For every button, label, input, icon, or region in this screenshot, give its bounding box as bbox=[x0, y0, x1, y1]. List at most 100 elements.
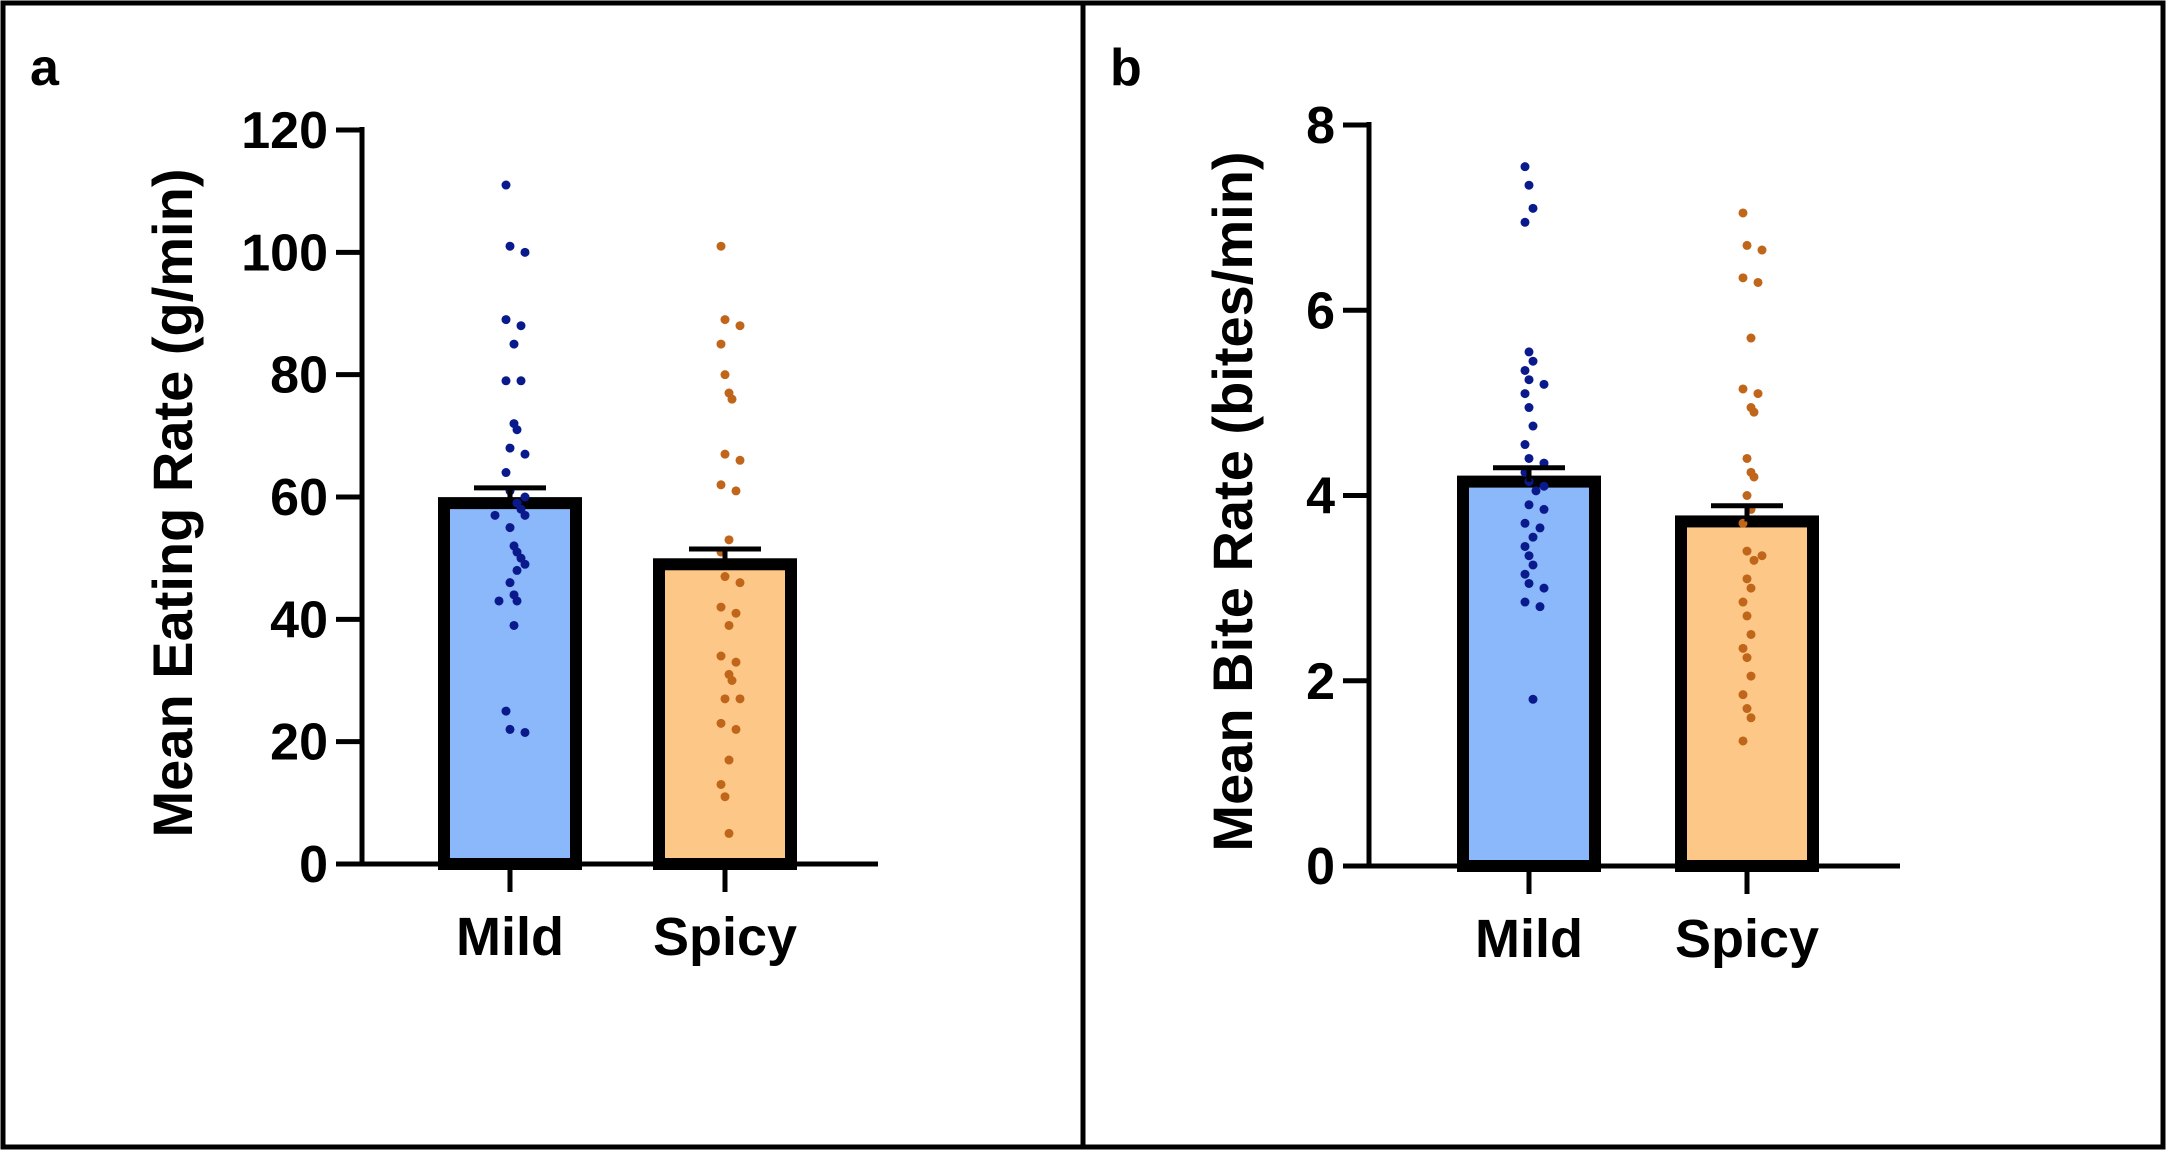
data-point-spicy bbox=[1749, 555, 1759, 565]
data-point-mild bbox=[1539, 504, 1549, 514]
data-point-spicy bbox=[1742, 453, 1752, 463]
x-tick-label-spicy: Spicy bbox=[1675, 909, 1819, 969]
data-point-mild bbox=[505, 578, 515, 588]
data-point-mild bbox=[1539, 481, 1549, 491]
x-tick-label-mild: Mild bbox=[1475, 909, 1583, 969]
y-tick-label: 8 bbox=[1306, 97, 1335, 155]
data-point-spicy bbox=[716, 779, 726, 789]
data-point-spicy bbox=[1746, 629, 1756, 639]
data-point-mild bbox=[520, 510, 530, 520]
data-point-mild bbox=[1520, 440, 1530, 450]
bar-mild bbox=[438, 497, 582, 870]
data-point-spicy bbox=[716, 718, 726, 728]
data-point-mild bbox=[1524, 347, 1534, 357]
data-point-spicy bbox=[1753, 389, 1763, 399]
data-point-spicy bbox=[1753, 277, 1763, 287]
data-point-mild bbox=[1539, 583, 1549, 593]
data-point-mild bbox=[1535, 523, 1545, 533]
data-point-mild bbox=[1539, 379, 1549, 389]
data-point-spicy bbox=[731, 608, 741, 618]
data-point-mild bbox=[1524, 403, 1534, 413]
data-point-spicy bbox=[731, 724, 741, 734]
y-axis-label: Mean Eating Rate (g/min) bbox=[141, 169, 204, 838]
data-point-spicy bbox=[1742, 704, 1752, 714]
data-point-mild bbox=[512, 425, 522, 435]
data-point-mild bbox=[1520, 569, 1530, 579]
data-point-mild bbox=[490, 510, 500, 520]
data-point-mild bbox=[1528, 560, 1538, 570]
data-point-spicy bbox=[727, 394, 737, 404]
bar-spicy bbox=[653, 558, 797, 870]
data-point-mild bbox=[1520, 597, 1530, 607]
data-point-spicy bbox=[720, 370, 730, 380]
data-point-mild bbox=[1520, 541, 1530, 551]
data-point-mild bbox=[505, 241, 515, 251]
data-point-spicy bbox=[1738, 208, 1748, 218]
data-point-mild bbox=[1528, 694, 1538, 704]
data-point-mild bbox=[501, 706, 511, 716]
y-tick-label: 40 bbox=[270, 591, 328, 649]
data-point-spicy bbox=[716, 602, 726, 612]
y-tick-label: 20 bbox=[270, 714, 328, 772]
panel-b-letter: b bbox=[1110, 39, 1142, 97]
chart-panel-a: 0 20 40 60 80 100 120 Mild Spicy Mean Eating Rate… bbox=[141, 102, 878, 967]
chart-panel-b: 0 2 4 6 8 Mild Spicy Mean Bite Rate (bites/min) bbox=[1201, 97, 1900, 969]
data-point-mild bbox=[520, 492, 530, 502]
data-point-mild bbox=[501, 180, 511, 190]
data-point-spicy bbox=[724, 755, 734, 765]
data-point-mild bbox=[505, 443, 515, 453]
data-point-spicy bbox=[720, 694, 730, 704]
data-point-spicy bbox=[720, 315, 730, 325]
data-point-mild bbox=[1528, 203, 1538, 213]
data-point-spicy bbox=[727, 676, 737, 685]
x-tick-label-spicy: Spicy bbox=[653, 907, 797, 967]
data-point-mild bbox=[1520, 389, 1530, 399]
data-point-mild bbox=[501, 376, 511, 386]
data-point-mild bbox=[1528, 356, 1538, 366]
data-point-spicy bbox=[1742, 653, 1752, 663]
data-point-spicy bbox=[1746, 583, 1756, 593]
data-point-mild bbox=[505, 523, 515, 533]
data-point-spicy bbox=[1738, 643, 1748, 653]
data-point-spicy bbox=[1742, 491, 1752, 500]
data-point-spicy bbox=[716, 339, 726, 349]
y-tick-label: 80 bbox=[270, 347, 328, 405]
data-point-mild bbox=[1524, 375, 1534, 385]
y-tick-label: 2 bbox=[1306, 653, 1335, 711]
data-point-mild bbox=[1524, 578, 1534, 588]
data-point-spicy bbox=[735, 694, 745, 704]
data-point-mild bbox=[1524, 180, 1534, 190]
data-point-spicy bbox=[724, 620, 734, 630]
data-point-spicy bbox=[1746, 713, 1756, 723]
y-axis-label: Mean Bite Rate (bites/min) bbox=[1201, 151, 1264, 851]
data-point-spicy bbox=[720, 572, 730, 582]
data-point-spicy bbox=[716, 651, 726, 661]
data-point-mild bbox=[1528, 421, 1538, 431]
data-point-mild bbox=[516, 321, 526, 331]
data-point-spicy bbox=[716, 480, 726, 490]
data-point-mild bbox=[501, 315, 511, 325]
data-point-spicy bbox=[735, 321, 745, 331]
data-point-mild bbox=[1520, 217, 1530, 227]
data-point-mild bbox=[1528, 532, 1538, 542]
bar-mild bbox=[1457, 475, 1601, 872]
data-point-spicy bbox=[1742, 574, 1752, 584]
data-point-spicy bbox=[724, 828, 734, 838]
data-point-spicy bbox=[1749, 407, 1759, 417]
data-point-mild bbox=[512, 565, 522, 575]
data-point-mild bbox=[516, 376, 526, 386]
data-point-mild bbox=[1531, 486, 1541, 496]
data-point-mild bbox=[520, 449, 530, 459]
data-point-mild bbox=[512, 596, 522, 606]
data-point-spicy bbox=[1738, 273, 1748, 283]
x-tick-label-mild: Mild bbox=[456, 907, 564, 967]
data-point-spicy bbox=[720, 792, 730, 802]
data-point-mild bbox=[509, 620, 519, 630]
data-point-mild bbox=[520, 559, 530, 569]
y-tick-label: 4 bbox=[1306, 468, 1335, 526]
data-point-mild bbox=[494, 596, 504, 606]
data-point-mild bbox=[1535, 602, 1545, 612]
data-point-spicy bbox=[731, 486, 741, 496]
y-tick-label: 120 bbox=[241, 102, 328, 160]
data-point-spicy bbox=[716, 241, 726, 251]
